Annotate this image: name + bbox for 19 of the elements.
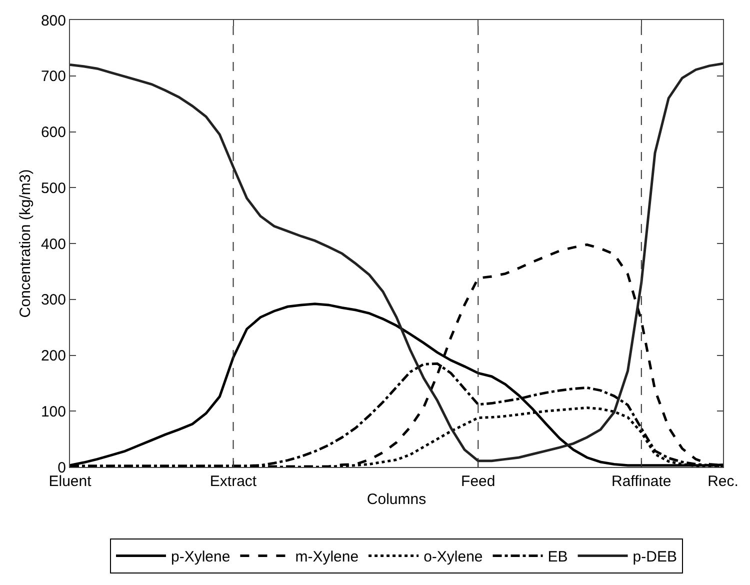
y-axis-title: Concentration (kg/m3)	[17, 169, 34, 318]
x-tick-label: Extract	[210, 473, 258, 490]
x-tick-label: Feed	[461, 473, 496, 490]
x-tick-label: Rec.	[708, 473, 738, 490]
y-tick-label: 600	[40, 124, 66, 141]
y-tick-label: 200	[40, 348, 66, 364]
legend-label: o-Xylene	[424, 548, 483, 566]
legend-label: EB	[548, 548, 568, 566]
x-tick-label: Raffinate	[611, 473, 672, 490]
y-tick-label: 400	[40, 236, 66, 253]
legend-label: m-Xylene	[295, 548, 359, 566]
y-tick-label: 700	[40, 68, 66, 86]
y-tick-label: 800	[40, 12, 66, 30]
y-tick-label: 300	[40, 292, 66, 309]
y-tick-label: 500	[40, 180, 66, 197]
x-axis-title: Columns	[366, 491, 426, 508]
y-tick-label: 100	[40, 403, 66, 420]
legend-label: p-Xylene	[171, 548, 230, 566]
legend-label: p-DEB	[632, 548, 677, 566]
